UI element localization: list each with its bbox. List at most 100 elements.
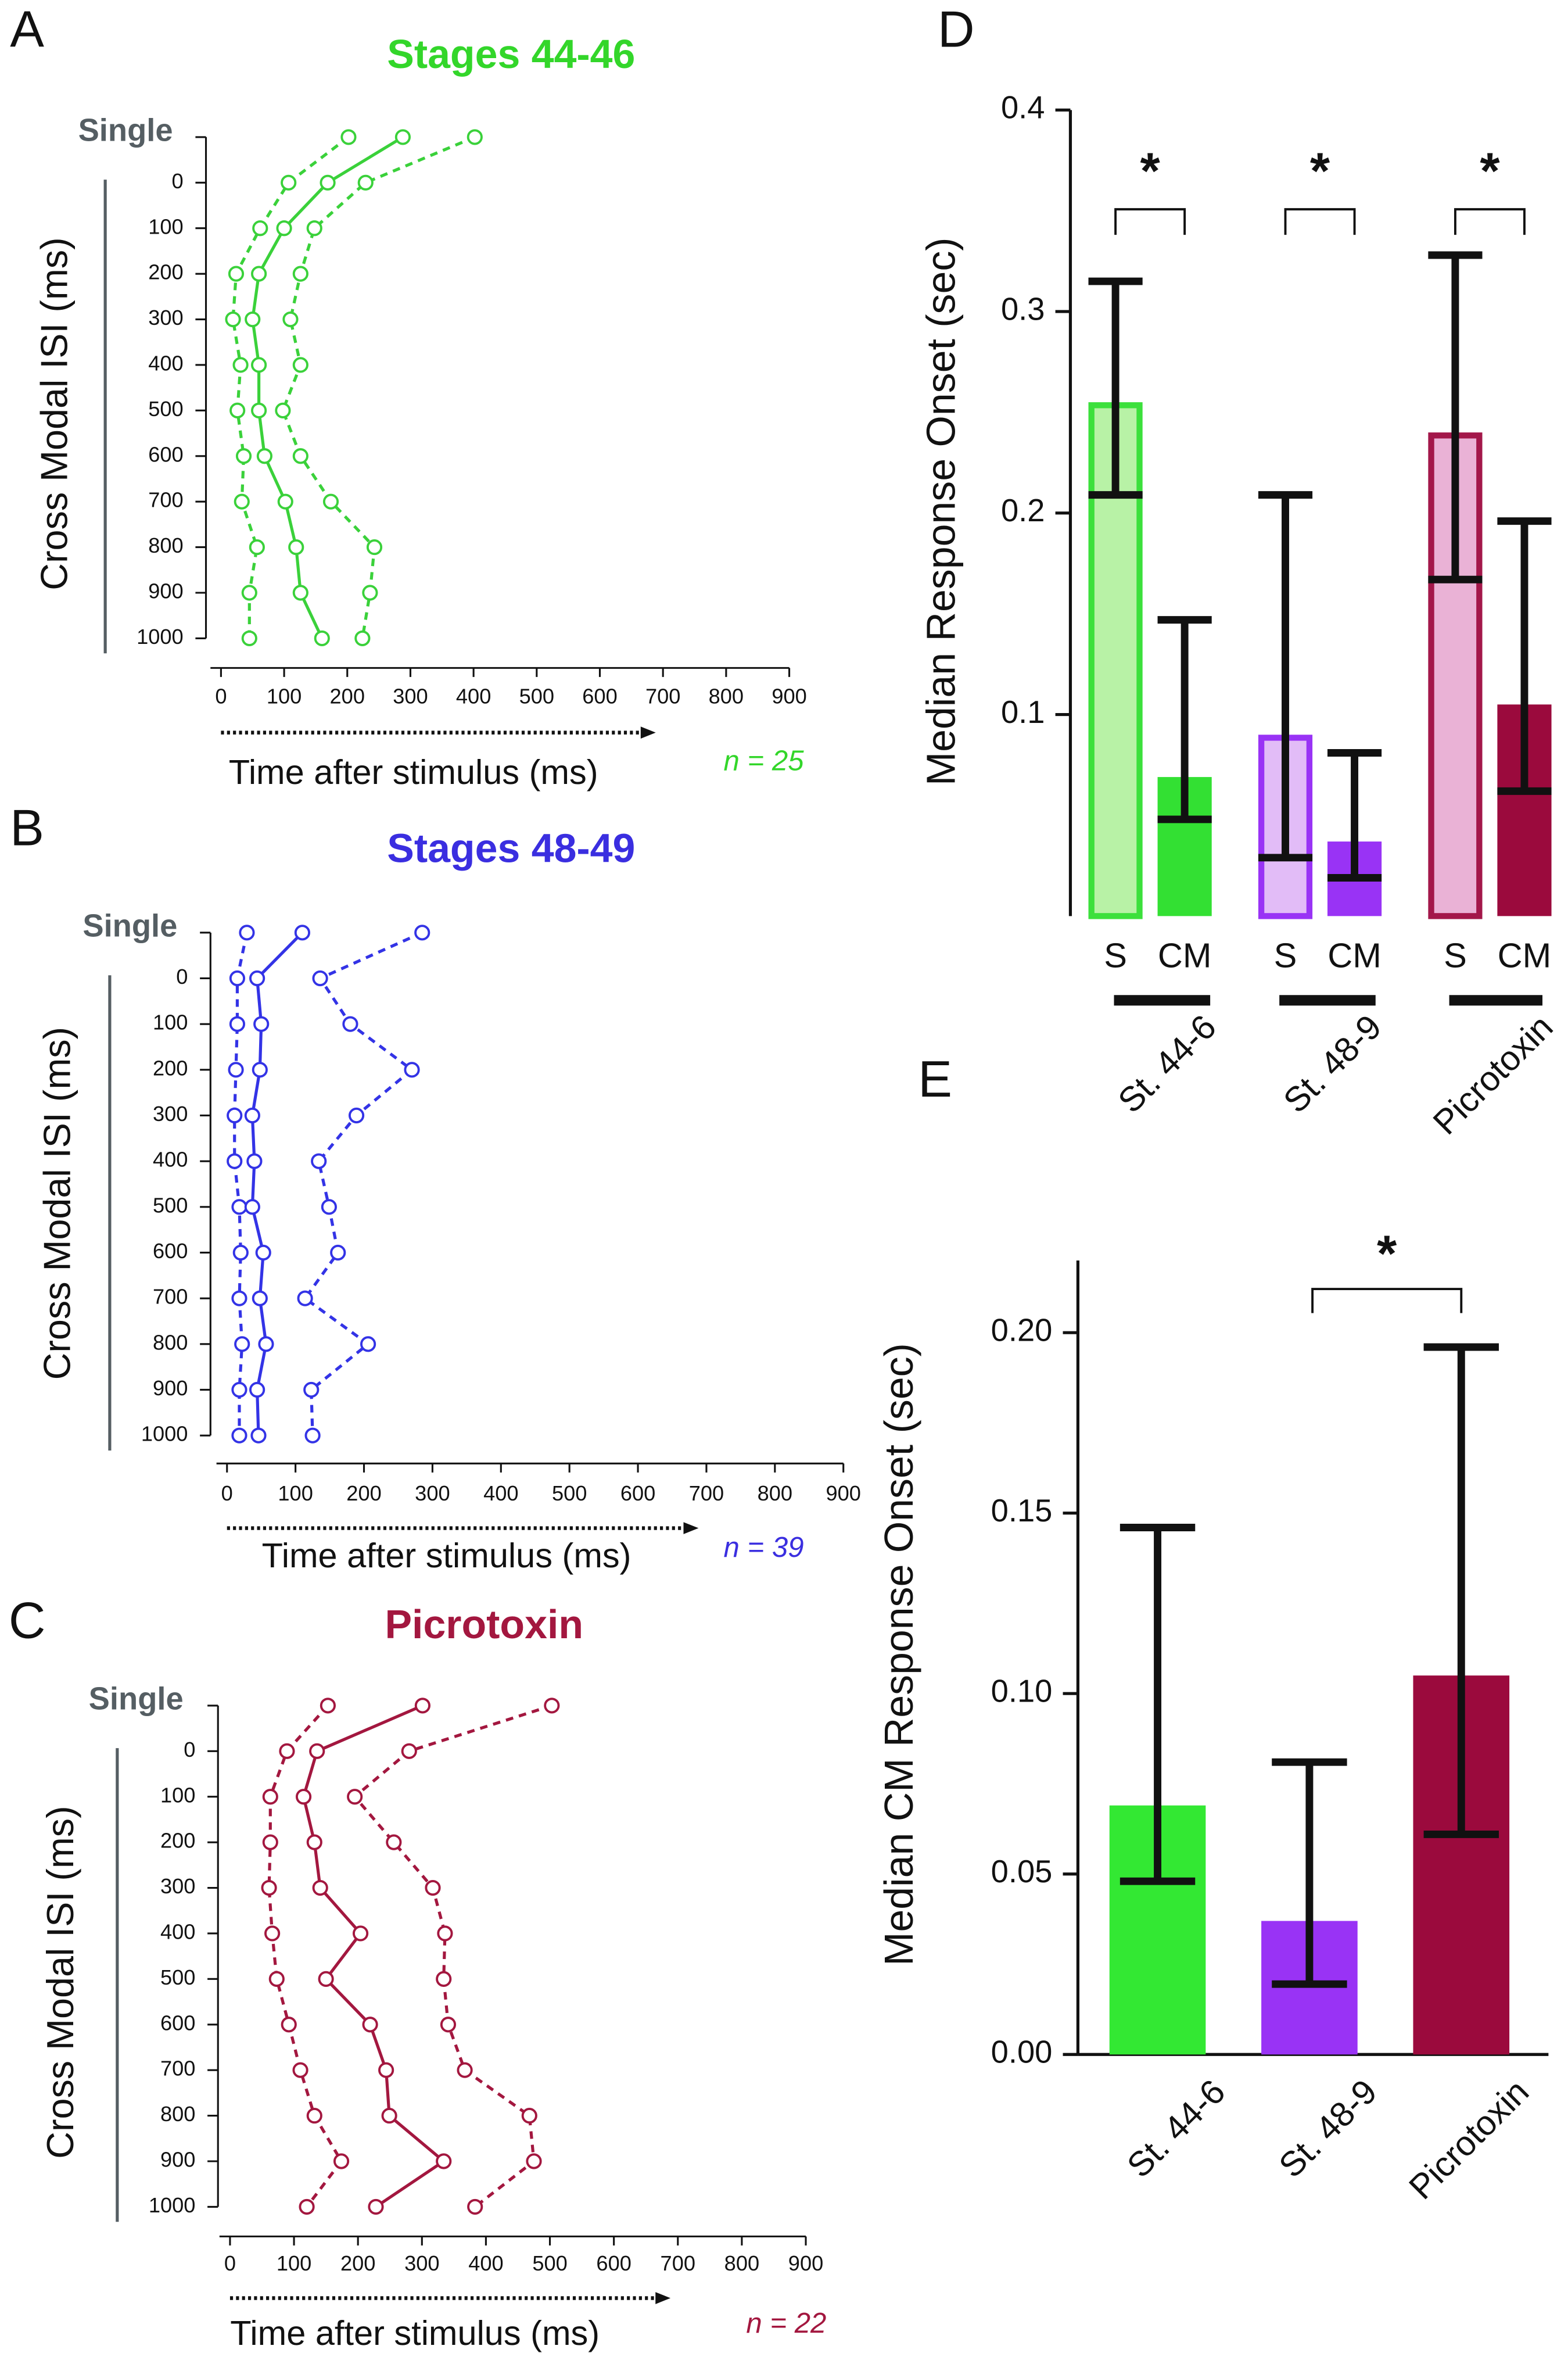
data-point: [253, 1016, 270, 1032]
data-point: [231, 1199, 247, 1215]
data-point: [245, 311, 261, 328]
x-tick-label: 500: [532, 2251, 567, 2275]
y-tick-label: 600: [153, 1239, 188, 1263]
series-line: [233, 932, 249, 1436]
data-point: [262, 1834, 278, 1850]
series-line: [267, 1704, 343, 2208]
data-point: [314, 630, 330, 646]
x-tick-label: 500: [519, 685, 554, 708]
error-bar: [1497, 517, 1552, 795]
y-tick-label: 0.20: [991, 1313, 1053, 1348]
data-point: [251, 357, 267, 373]
error-bar: [1088, 277, 1143, 499]
significance-star: *: [1140, 142, 1160, 199]
y-tick-label: 800: [153, 1330, 188, 1354]
y-tick-label: Single: [82, 908, 177, 943]
data-point: [294, 925, 311, 941]
significance-bracket: [1454, 208, 1526, 235]
y-tick-label: 900: [148, 579, 183, 603]
x-tick-label: 600: [620, 1481, 655, 1505]
y-tick-label: 0.15: [991, 1493, 1053, 1528]
x-axis-label: Time after stimulus (ms): [230, 2314, 600, 2352]
series-line: [281, 135, 476, 639]
panel-label: A: [10, 1, 44, 58]
x-tick-label: 300: [404, 2251, 439, 2275]
y-tick-label: 0: [172, 169, 184, 193]
data-point: [225, 311, 241, 328]
annotation: n = 39: [724, 1531, 804, 1563]
data-point: [311, 1153, 327, 1169]
data-point: [306, 220, 322, 237]
y-tick-label: 100: [148, 214, 183, 238]
y-tick-label: 0.3: [1001, 291, 1045, 327]
x-tick-label: 700: [661, 2251, 695, 2275]
y-tick-label: 900: [160, 2148, 195, 2172]
y-tick-label: 0: [184, 1738, 195, 1761]
data-point: [330, 1244, 346, 1261]
series-line: [303, 931, 423, 1436]
data-point: [251, 266, 267, 282]
x-tick-label: 200: [340, 2251, 375, 2275]
data-point: [232, 1244, 249, 1261]
data-point: [306, 2107, 322, 2124]
y-tick-label: 100: [160, 1783, 195, 1807]
error-bar: [1423, 1343, 1499, 1838]
data-point: [292, 266, 308, 282]
data-point: [234, 1336, 250, 1352]
data-point: [227, 1153, 243, 1169]
y-axis-label: Median Response Onset (sec): [918, 237, 964, 786]
y-axis-label: Cross Modal ISI (ms): [33, 237, 75, 590]
data-point: [231, 1290, 247, 1306]
y-tick-label: 200: [148, 260, 183, 284]
x-tick-label: 400: [468, 2251, 503, 2275]
group-label: St. 48-9: [1276, 1007, 1389, 1120]
y-tick-label: 800: [160, 2102, 195, 2126]
x-tick-label: CM: [1158, 936, 1212, 975]
annotation: n = 25: [724, 744, 805, 776]
significance-bracket: [1284, 208, 1356, 235]
chart-title: Stages 48-49: [387, 826, 635, 871]
data-point: [320, 1698, 336, 1714]
data-point: [229, 1016, 246, 1032]
data-point: [227, 1107, 243, 1124]
data-point: [320, 174, 336, 191]
x-tick-label: 700: [689, 1481, 724, 1505]
data-point: [244, 1107, 260, 1124]
data-point: [288, 539, 304, 556]
data-point: [297, 1290, 313, 1306]
data-point: [231, 1381, 247, 1398]
data-point: [299, 2198, 315, 2215]
arrow-head: [655, 2292, 671, 2304]
y-tick-label: 600: [160, 2011, 195, 2035]
y-tick-label: 600: [148, 442, 183, 466]
panel-label: B: [10, 799, 44, 857]
data-point: [348, 1107, 365, 1124]
data-point: [234, 493, 250, 510]
data-point: [232, 357, 249, 373]
data-point: [231, 1427, 247, 1444]
data-point: [366, 539, 383, 556]
arrow-head: [640, 726, 656, 739]
x-tick-label: CM: [1327, 936, 1382, 975]
data-point: [292, 448, 308, 464]
panel-label: D: [938, 1, 975, 58]
error-bar: [1120, 1524, 1196, 1885]
data-point: [295, 1789, 312, 1805]
x-tick-label: 200: [346, 1481, 381, 1505]
data-point: [381, 2107, 397, 2124]
y-tick-label: 0.10: [991, 1674, 1053, 1709]
data-point: [275, 402, 291, 418]
data-point: [228, 1062, 244, 1078]
x-tick-label: 0: [215, 685, 227, 708]
data-point: [521, 2107, 537, 2124]
series-line: [302, 1704, 447, 2208]
x-tick-label: St. 48-9: [1271, 2072, 1384, 2185]
error-bar: [1327, 749, 1382, 882]
data-point: [303, 1381, 320, 1398]
data-point: [262, 1789, 278, 1805]
data-point: [333, 2153, 350, 2169]
significance-star: *: [1480, 142, 1500, 199]
series-line: [352, 1704, 552, 2208]
